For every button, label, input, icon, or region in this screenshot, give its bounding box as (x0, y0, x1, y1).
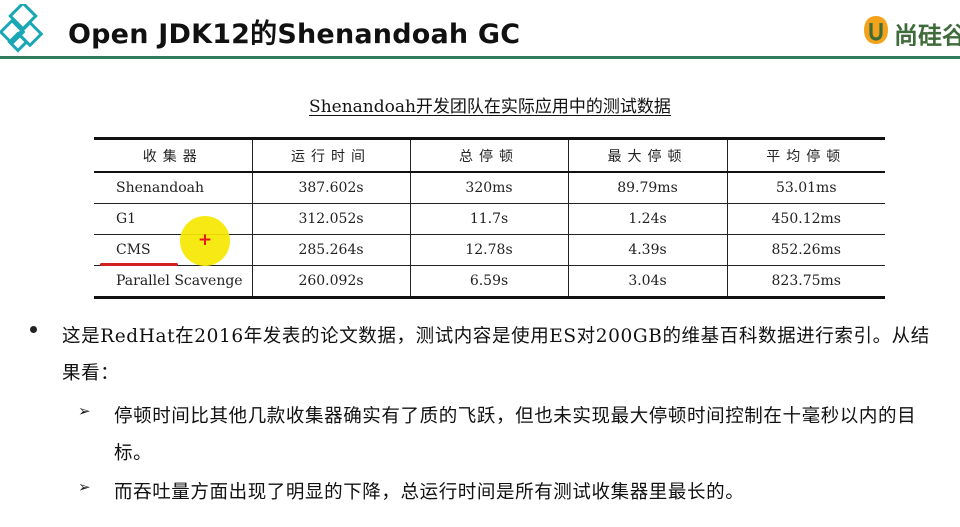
red-underline-annotation (100, 263, 178, 266)
collector-name: Parallel Scavenge (94, 266, 252, 298)
run-time-cell: 285.264s (252, 235, 410, 266)
run-time-cell: 387.602s (252, 172, 410, 204)
table-row: Shenandoah 387.602s 320ms 89.79ms 53.01m… (94, 172, 885, 204)
sub-bullet-text: 而吞吐量方面出现了明显的下降，总运行时间是所有测试收集器里最长的。 (114, 474, 944, 511)
column-header-run-time: 运行时间 (252, 139, 410, 173)
header-divider (0, 56, 960, 59)
column-header-total-pause: 总停顿 (410, 139, 568, 173)
collector-name: G1 (94, 204, 252, 235)
sub-bullet-text: 停顿时间比其他几款收集器确实有了质的飞跃，但也未实现最大停顿时间控制在十毫秒以内… (114, 398, 944, 472)
avg-pause-cell: 450.12ms (727, 204, 885, 235)
max-pause-cell: 4.39s (568, 235, 727, 266)
bullet-item: 这是RedHat在2016年发表的论文数据，测试内容是使用ES对200GB的维基… (0, 318, 960, 398)
brand-logo: 尚硅谷 (860, 14, 960, 46)
column-header-avg-pause: 平均停顿 (727, 139, 885, 173)
slide-title: Open JDK12的Shenandoah GC (68, 12, 520, 51)
run-time-cell: 312.052s (252, 204, 410, 235)
slide-header: Open JDK12的Shenandoah GC 尚硅谷 (0, 0, 960, 60)
collector-name: Shenandoah (94, 172, 252, 204)
brand-text: 尚硅谷 (894, 16, 960, 46)
table-header-row: 收集器 运行时间 总停顿 最大停顿 平均停顿 (94, 139, 885, 173)
run-time-cell: 260.092s (252, 266, 410, 298)
bullet-text: 这是RedHat在2016年发表的论文数据，测试内容是使用ES对200GB的维基… (62, 318, 942, 392)
column-header-collector: 收集器 (94, 139, 252, 173)
total-pause-cell: 6.59s (410, 266, 568, 298)
brand-mark-icon (862, 14, 890, 46)
avg-pause-cell: 823.75ms (727, 266, 885, 298)
diamond-logo-icon (0, 4, 48, 54)
total-pause-cell: 11.7s (410, 204, 568, 235)
total-pause-cell: 12.78s (410, 235, 568, 266)
arrow-bullet-icon: ➢ (78, 402, 91, 420)
table-row: Parallel Scavenge 260.092s 6.59s 3.04s 8… (94, 266, 885, 298)
avg-pause-cell: 53.01ms (727, 172, 885, 204)
cursor-plus-icon: + (196, 230, 214, 250)
max-pause-cell: 3.04s (568, 266, 727, 298)
total-pause-cell: 320ms (410, 172, 568, 204)
bullet-dot-icon (30, 326, 37, 333)
max-pause-cell: 1.24s (568, 204, 727, 235)
arrow-bullet-icon: ➢ (78, 478, 91, 496)
table-caption: Shenandoah开发团队在实际应用中的测试数据 (0, 92, 960, 117)
column-header-max-pause: 最大停顿 (568, 139, 727, 173)
avg-pause-cell: 852.26ms (727, 235, 885, 266)
max-pause-cell: 89.79ms (568, 172, 727, 204)
